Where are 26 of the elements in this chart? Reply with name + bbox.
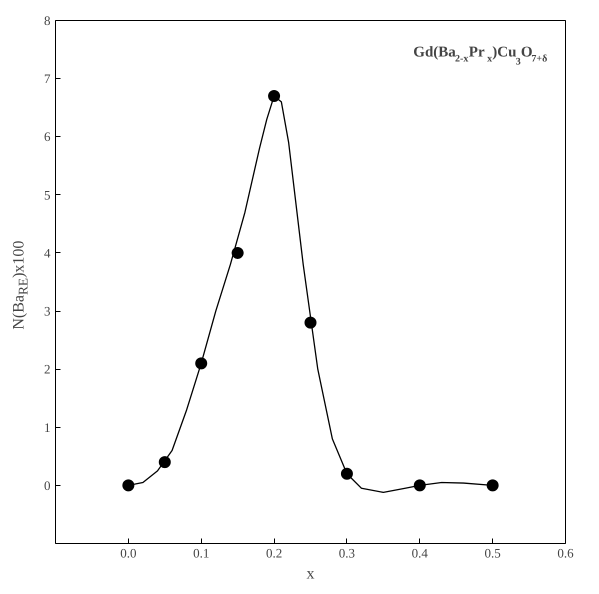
point (340, 468, 353, 480)
y-tick-label: 5 (44, 187, 50, 202)
y-tick-label: 7 (44, 71, 51, 86)
y-tick-label: 3 (44, 304, 50, 319)
point (122, 479, 134, 492)
point (158, 456, 171, 468)
point (268, 90, 280, 102)
point (232, 246, 244, 259)
y-tick-label: 6 (44, 129, 51, 144)
y-tick-label: 2 (44, 362, 50, 377)
point (304, 316, 316, 329)
x-tick-label: 0.1 (193, 546, 210, 560)
point (486, 479, 499, 492)
point (414, 479, 426, 492)
x-tick-label: 0.2 (266, 546, 282, 560)
x-tick-label: 0.4 (412, 546, 428, 560)
point (195, 357, 208, 370)
x-tick-label: 0.5 (484, 546, 501, 560)
x-tick-label: 0.6 (557, 546, 574, 560)
x-tick-label: 0.3 (338, 546, 356, 560)
y-tick-label: 1 (44, 420, 50, 435)
y-tick-label: 8 (44, 13, 50, 28)
y-tick-label: 0 (44, 478, 50, 493)
x-axis-title: x (306, 566, 314, 582)
y-tick-label: 4 (44, 245, 51, 260)
x-tick-label: 0.0 (120, 546, 136, 560)
